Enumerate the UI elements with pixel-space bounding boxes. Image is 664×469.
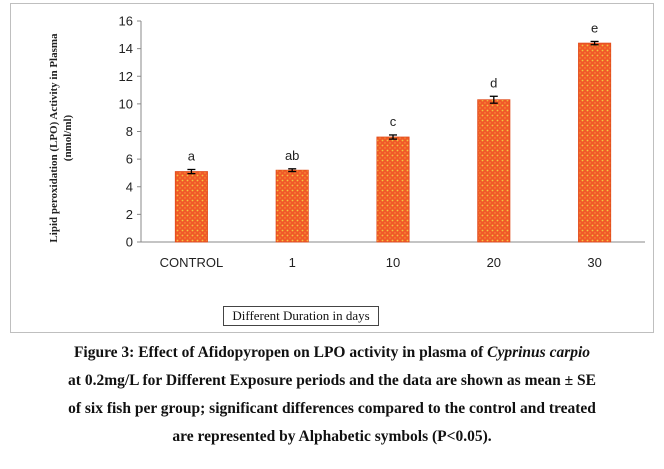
significance-letter: c	[390, 114, 397, 129]
caption-line-1: Figure 3: Effect of Afidopyropen on LPO …	[0, 339, 664, 367]
bar-20	[477, 99, 511, 243]
caption-species-name: Cyprinus carpio	[487, 344, 591, 361]
caption-line-1-prefix: Figure 3: Effect of Afidopyropen on LPO …	[73, 344, 488, 361]
x-tick-label: 30	[587, 255, 601, 270]
y-tick-label: 16	[119, 14, 133, 29]
y-tick-label: 14	[119, 41, 133, 56]
bar-chart: Lipid peroxidation (LPO) Activity in Pla…	[48, 14, 645, 270]
y-tick-labels: 0 2 4 6 8 10 12 14 16	[119, 14, 133, 250]
bar-30	[578, 42, 612, 243]
figure-caption: Figure 3: Effect of Afidopyropen on LPO …	[0, 339, 664, 451]
caption-line-2: at 0.2mg/L for Different Exposure period…	[68, 372, 596, 389]
y-tick-label: 2	[126, 207, 133, 222]
x-tick-label: CONTROL	[160, 255, 224, 270]
y-axis-label: Lipid peroxidation (LPO) Activity in Pla…	[48, 33, 74, 243]
x-tick-label: 1	[289, 255, 296, 270]
bar-10	[376, 136, 410, 243]
bar-1	[275, 169, 309, 243]
y-axis-label-line2: (nmol/ml)	[62, 114, 74, 161]
y-tick-label: 4	[126, 179, 133, 194]
x-tick-label: 10	[386, 255, 400, 270]
bar-control	[174, 171, 208, 243]
y-tick-label: 8	[126, 124, 133, 139]
significance-letter: a	[188, 148, 196, 163]
y-tick-label: 12	[119, 69, 133, 84]
figure-frame: Lipid peroxidation (LPO) Activity in Pla…	[10, 3, 654, 333]
y-axis-label-line1: Lipid peroxidation (LPO) Activity in Pla…	[48, 33, 60, 243]
significance-letter: e	[591, 20, 598, 35]
significance-letters: a ab c d e	[188, 20, 598, 163]
error-bars	[187, 40, 599, 175]
caption-line-3: of six fish per group; significant diffe…	[68, 400, 596, 417]
x-tick-labels: CONTROL 1 10 20 30	[160, 255, 602, 270]
caption-line-4: are represented by Alphabetic symbols (P…	[172, 428, 492, 445]
y-tick-label: 0	[126, 235, 133, 250]
x-tick-label: 20	[487, 255, 501, 270]
x-axis-label: Different Duration in days	[223, 306, 379, 326]
significance-letter: d	[490, 75, 497, 90]
y-tick-label: 10	[119, 96, 133, 111]
y-tick-label: 6	[126, 152, 133, 167]
bars	[174, 42, 612, 243]
significance-letter: ab	[285, 148, 299, 163]
